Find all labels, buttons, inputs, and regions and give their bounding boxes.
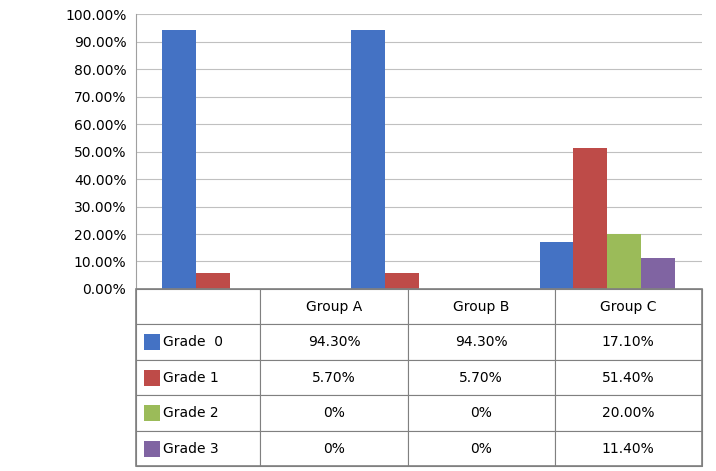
Text: Group C: Group C (600, 300, 657, 314)
Text: 51.40%: 51.40% (602, 371, 654, 385)
Text: 20.00%: 20.00% (602, 406, 654, 420)
Bar (351, 30, 385, 289)
Text: 0%: 0% (323, 406, 345, 420)
Text: Grade 3: Grade 3 (163, 441, 219, 455)
Text: Group A: Group A (306, 300, 362, 314)
Bar (574, 148, 607, 289)
Text: Group B: Group B (453, 300, 509, 314)
Text: 17.10%: 17.10% (601, 335, 654, 349)
Text: Grade 2: Grade 2 (163, 406, 219, 420)
Bar (642, 258, 675, 289)
Text: 94.30%: 94.30% (455, 335, 508, 349)
Bar (540, 242, 574, 289)
Bar (163, 30, 196, 289)
Text: 5.70%: 5.70% (459, 371, 503, 385)
Text: 5.70%: 5.70% (312, 371, 356, 385)
Text: 0%: 0% (470, 441, 492, 455)
Bar (196, 273, 231, 289)
Bar (607, 234, 642, 289)
Text: 11.40%: 11.40% (601, 441, 654, 455)
Text: Grade 1: Grade 1 (163, 371, 219, 385)
Text: 0%: 0% (470, 406, 492, 420)
Text: Grade  0: Grade 0 (163, 335, 223, 349)
Text: 0%: 0% (323, 441, 345, 455)
Text: 94.30%: 94.30% (308, 335, 360, 349)
Bar (385, 273, 419, 289)
